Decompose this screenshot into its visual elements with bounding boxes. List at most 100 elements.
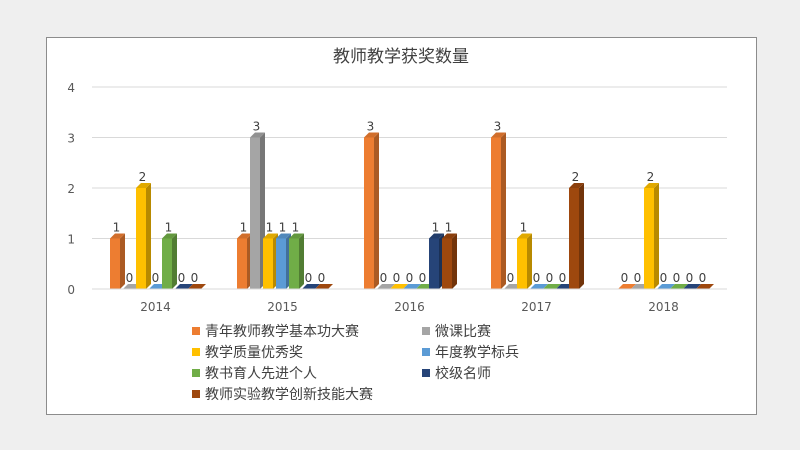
x-tick-label: 2015 — [267, 300, 298, 314]
bar — [403, 284, 421, 289]
bar-side — [374, 132, 379, 289]
bar-top — [364, 132, 379, 138]
data-label: 0 — [419, 271, 427, 285]
bar-front — [644, 188, 654, 289]
bar-front — [162, 238, 172, 289]
legend-label: 教师实验教学创新技能大赛 — [205, 387, 373, 403]
data-label: 0 — [699, 271, 707, 285]
data-label: 1 — [165, 221, 173, 235]
data-label: 0 — [559, 271, 567, 285]
bar-top — [442, 233, 457, 239]
bar-flat — [390, 284, 408, 289]
bar-side — [452, 233, 457, 289]
bar-top — [110, 233, 125, 239]
data-label: 2 — [647, 170, 655, 184]
legend-swatch — [422, 369, 430, 377]
data-label: 1 — [520, 221, 528, 235]
legend-item: 年度教学标兵 — [422, 345, 519, 361]
legend-label: 校级名师 — [435, 365, 491, 382]
legend-item: 微课比赛 — [422, 324, 491, 340]
bar-top — [429, 233, 444, 239]
axes: 0 1 2 3 4 2014 2015 2016 2017 2018 — [67, 81, 727, 314]
bar-front — [517, 238, 527, 289]
bar-top — [276, 233, 291, 239]
y-tick-label: 2 — [67, 182, 75, 196]
bars — [110, 132, 714, 289]
bar — [250, 132, 265, 289]
bar-side — [172, 233, 177, 289]
data-label: 0 — [380, 271, 388, 285]
data-label: 1 — [445, 221, 453, 235]
bar — [302, 284, 320, 289]
bar — [289, 233, 304, 289]
legend-label: 青年教师教学基本功大赛 — [205, 323, 359, 340]
gridlines — [92, 86, 727, 290]
bar — [442, 233, 457, 289]
bar — [175, 284, 193, 289]
data-label: 0 — [305, 271, 313, 285]
bar — [110, 233, 125, 289]
bar-flat — [403, 284, 421, 289]
data-label: 0 — [178, 271, 186, 285]
bar — [491, 132, 506, 289]
y-tick-label: 3 — [67, 132, 75, 146]
bar-top — [136, 183, 151, 188]
bar — [390, 284, 408, 289]
bar — [569, 183, 584, 289]
bar — [696, 284, 714, 289]
legend-label: 年度教学标兵 — [435, 345, 519, 361]
bar — [276, 233, 291, 289]
bar-top — [289, 233, 304, 239]
x-tick-label: 2016 — [394, 300, 425, 314]
bar-flat — [315, 284, 333, 289]
bar-top — [250, 132, 265, 138]
legend-item: 青年教师教学基本功大赛 — [192, 323, 359, 340]
bar-front — [136, 188, 146, 289]
data-label: 1 — [240, 221, 248, 235]
bar-flat — [696, 284, 714, 289]
bar-flat — [530, 284, 548, 289]
bar — [517, 233, 532, 289]
legend-swatch — [192, 390, 200, 398]
x-tick-label: 2017 — [521, 300, 552, 314]
bar-side — [527, 233, 532, 289]
y-tick-label: 0 — [67, 283, 75, 297]
legend-item: 教学质量优秀奖 — [192, 344, 303, 361]
data-label: 0 — [533, 271, 541, 285]
data-label: 0 — [191, 271, 199, 285]
x-tick-label: 2018 — [648, 300, 679, 314]
chart-title: 教师教学获奖数量 — [333, 47, 469, 67]
bar — [377, 284, 395, 289]
y-tick-label: 4 — [67, 81, 75, 95]
bar — [644, 183, 659, 289]
data-label: 2 — [139, 170, 147, 184]
data-label: 3 — [253, 120, 261, 134]
data-label: 0 — [393, 271, 401, 285]
y-tick-label: 1 — [67, 233, 75, 247]
bar — [263, 233, 278, 289]
legend-swatch — [192, 369, 200, 377]
legend-swatch — [422, 327, 430, 335]
legend-item: 教师实验教学创新技能大赛 — [192, 387, 373, 403]
bar-top — [237, 233, 252, 239]
data-label: 0 — [318, 271, 326, 285]
data-label: 0 — [660, 271, 668, 285]
bar-side — [146, 183, 151, 289]
bar-side — [654, 183, 659, 289]
bar-front — [429, 238, 439, 289]
bar-flat — [683, 284, 701, 289]
data-label: 1 — [113, 221, 121, 235]
bar-top — [491, 132, 506, 138]
bar-side — [579, 183, 584, 289]
bar — [364, 132, 379, 289]
data-label: 0 — [686, 271, 694, 285]
bar-flat — [670, 284, 688, 289]
bar — [162, 233, 177, 289]
data-label: 1 — [432, 221, 440, 235]
bar — [530, 284, 548, 289]
bar — [237, 233, 252, 289]
bar-flat — [188, 284, 206, 289]
